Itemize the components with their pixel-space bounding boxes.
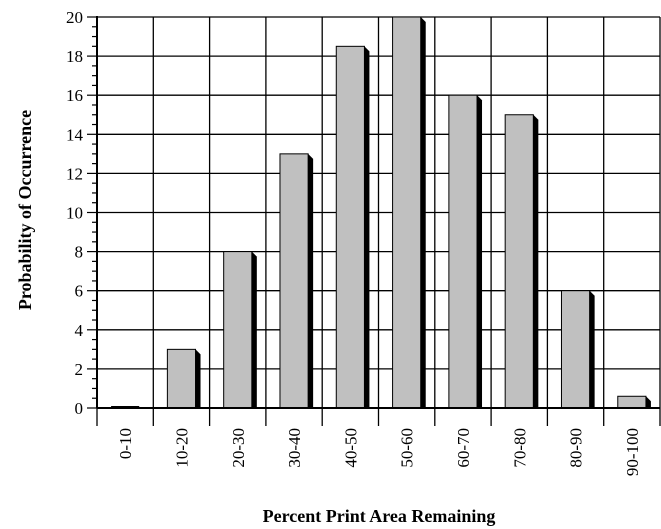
bar (560, 290, 595, 409)
y-tick-label: 16 (66, 86, 83, 105)
x-tick-label: 80-90 (567, 428, 586, 468)
bar (448, 94, 483, 409)
y-tick-label: 6 (75, 282, 84, 301)
y-axis-title: Probability of Occurrence (15, 110, 35, 310)
x-tick-label: 70-80 (510, 428, 529, 468)
y-tick-label: 20 (66, 8, 83, 27)
bar-shadow (251, 251, 257, 408)
bar-face (560, 290, 591, 409)
bar (279, 153, 314, 409)
x-tick-label: 40-50 (341, 428, 360, 468)
axes-group (87, 16, 661, 426)
bar-shadow (589, 290, 595, 408)
y-tick-label: 8 (75, 243, 84, 262)
bar (504, 114, 539, 409)
bar-face (223, 251, 253, 409)
x-axis-title: Percent Print Area Remaining (263, 506, 496, 526)
bar (166, 348, 201, 409)
bar-shadow (645, 396, 651, 408)
bar-face (279, 153, 309, 409)
bar-shadow (477, 95, 483, 408)
grid-lines (97, 16, 661, 408)
x-tick-labels: 0-10 10-20 20-30 30-40 40-50 50-60 60-70 70-80 8… (116, 428, 642, 476)
bar-shadow (533, 114, 539, 408)
bar-face (392, 16, 422, 409)
y-tick-label: 10 (66, 204, 83, 223)
bar (392, 16, 426, 409)
x-tick-label: 30-40 (285, 428, 304, 468)
y-tick-label: 2 (75, 360, 84, 379)
bar-face (166, 348, 197, 409)
bar (335, 45, 370, 409)
bar-shadow (420, 17, 426, 408)
bar-shadow (364, 46, 370, 408)
x-tick-label: 10-20 (172, 428, 191, 468)
bar-face (617, 395, 647, 409)
y-tick-label: 0 (75, 399, 84, 418)
y-tick-label: 14 (66, 125, 84, 144)
y-tick-label: 4 (75, 321, 84, 340)
x-tick-label: 60-70 (454, 428, 473, 468)
bar (223, 251, 257, 409)
bar-shadow (195, 349, 201, 408)
bar-face (335, 45, 365, 409)
y-tick-labels: 0 2 4 6 8 10 12 14 16 18 20 (66, 8, 84, 418)
y-tick-label: 12 (66, 164, 83, 183)
x-tick-label: 90-100 (623, 428, 642, 476)
bar (617, 395, 651, 409)
x-tick-label: 0-10 (116, 428, 135, 459)
bar-shadow (308, 153, 314, 408)
x-tick-label: 50-60 (398, 428, 417, 468)
bar-face (448, 94, 478, 409)
x-tick-label: 20-30 (229, 428, 248, 468)
y-tick-label: 18 (66, 47, 83, 66)
bar-face (504, 114, 534, 409)
